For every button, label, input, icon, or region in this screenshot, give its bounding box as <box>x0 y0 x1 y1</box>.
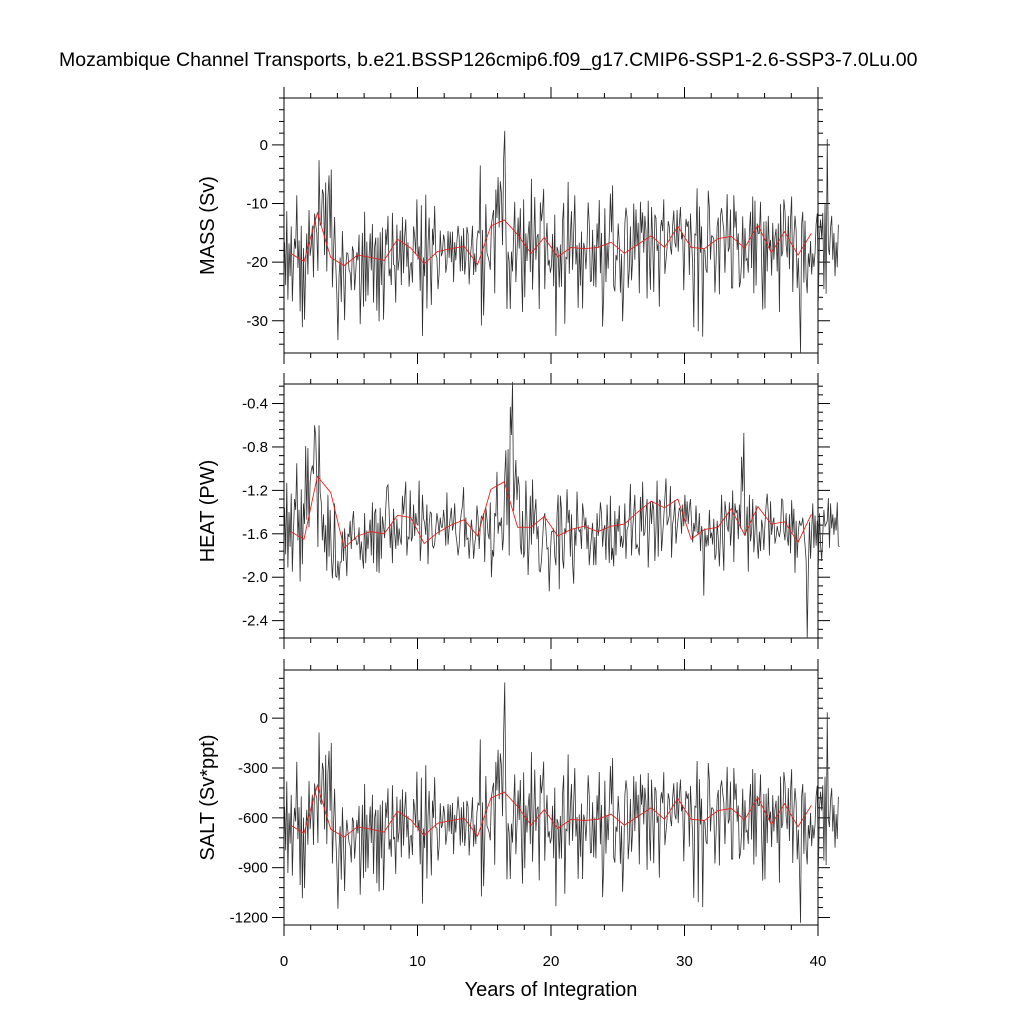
y-tick-label: -900 <box>238 860 268 877</box>
x-ticks <box>283 87 819 364</box>
y-tick-label: 0 <box>260 137 268 154</box>
x-tick-label: 30 <box>676 953 693 970</box>
panel-heat: -0.4 -0.8 -1.2 -1.6 -2.0 -2.4 HEAT (PW) <box>197 373 840 649</box>
plot-frame <box>283 383 819 639</box>
y-tick-label: -1.2 <box>242 482 268 499</box>
x-tick-label: 10 <box>409 953 426 970</box>
y-tick-label: -2.0 <box>242 569 268 586</box>
x-tick-label: 20 <box>543 953 560 970</box>
annual-mean-line <box>290 211 812 267</box>
y-tick-label: -30 <box>246 313 268 330</box>
y-tick-label: -10 <box>246 196 268 213</box>
y-tick-label: -2.4 <box>242 613 268 630</box>
y-ticks <box>272 385 830 639</box>
y-tick-label: -600 <box>238 810 268 827</box>
annual-mean-line <box>290 475 812 549</box>
y-tick-label: -0.8 <box>242 439 268 456</box>
annual-mean-line <box>290 783 812 838</box>
y-tick-label: -0.4 <box>242 396 268 413</box>
x-axis-label: Years of Integration <box>465 979 638 1001</box>
chart-title: Mozambique Channel Transports, b.e21.BSS… <box>59 49 918 71</box>
y-ticks <box>272 677 830 919</box>
y-axis-label: HEAT (PW) <box>197 460 219 563</box>
y-axis-label: MASS (Sv) <box>197 176 219 275</box>
y-tick-label: 0 <box>260 710 268 727</box>
y-tick-label: -300 <box>238 760 268 777</box>
y-ticks <box>272 97 830 345</box>
y-axis-label: SALT (Sv*ppt) <box>197 735 219 861</box>
y-tick-label: -1.6 <box>242 526 268 543</box>
panel-salt: 0 -300 -600 -900 -1200 SALT (Sv*ppt) 0 10 20 30 40 <box>197 659 839 970</box>
y-tick-label: -1200 <box>230 910 268 927</box>
monthly-series-line <box>284 130 839 353</box>
x-tick-label: 40 <box>810 953 827 970</box>
x-ticks <box>283 659 819 936</box>
panel-mass: 0 -10 -20 -30 MASS (Sv) <box>197 87 839 364</box>
x-ticks <box>283 373 819 649</box>
monthly-series-line <box>284 682 839 923</box>
x-tick-label: 0 <box>280 953 288 970</box>
y-tick-label: -20 <box>246 254 268 271</box>
